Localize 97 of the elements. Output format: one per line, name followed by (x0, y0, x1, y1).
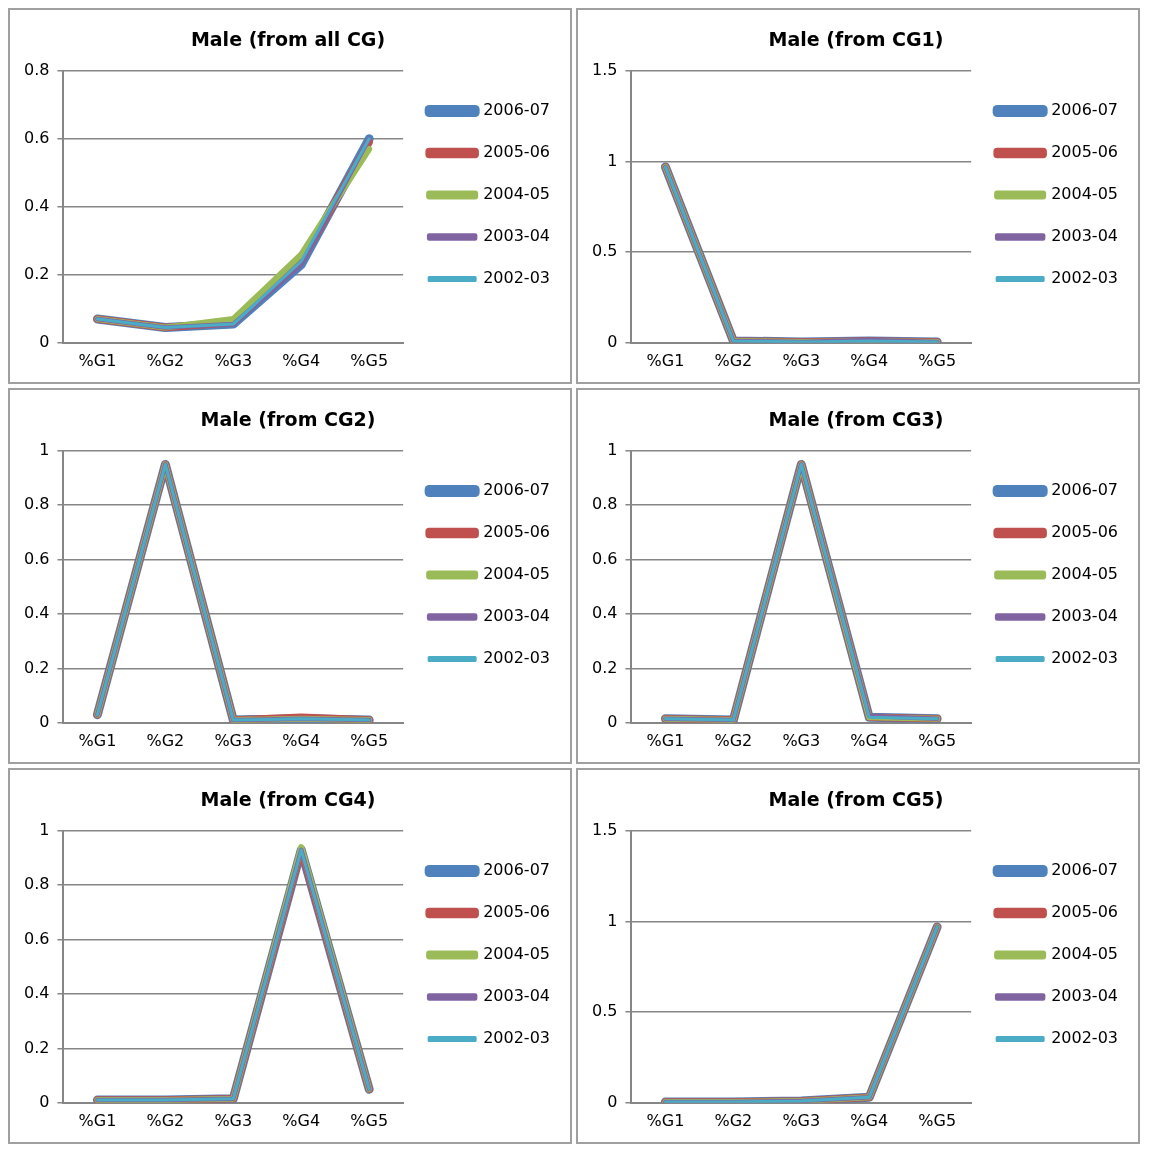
legend-label: 2002-03 (1051, 648, 1119, 668)
y-tick-label: 0.2 (23, 1037, 50, 1057)
x-tick-label: %G5 (350, 350, 389, 370)
chart-title: Male (from CG5) (768, 788, 944, 811)
y-tick-label: 0 (607, 331, 618, 351)
y-tick-label: 0 (607, 711, 618, 731)
legend-label: 2003-04 (483, 606, 551, 626)
x-tick-label: %G3 (782, 1110, 821, 1130)
y-tick-label: 0.2 (23, 263, 50, 283)
legend-label: 2003-04 (483, 986, 551, 1006)
legend-label: 2006-07 (483, 480, 551, 500)
x-tick-label: %G5 (918, 1110, 957, 1130)
x-tick-label: %G4 (282, 350, 321, 370)
legend-label: 2006-07 (1051, 100, 1119, 120)
legend-label: 2006-07 (1051, 480, 1119, 500)
x-tick-label: %G2 (146, 1110, 185, 1130)
x-tick-label: %G2 (146, 730, 185, 750)
legend-label: 2004-05 (1051, 564, 1119, 584)
legend-label: 2004-05 (483, 184, 551, 204)
chart-title: Male (from all CG) (190, 28, 386, 51)
legend-label: 2006-07 (1051, 860, 1119, 880)
x-tick-label: %G3 (214, 1110, 253, 1130)
legend-label: 2002-03 (1051, 1028, 1119, 1048)
legend-label: 2005-06 (483, 902, 551, 922)
y-tick-label: 0.4 (23, 983, 50, 1003)
x-tick-label: %G4 (850, 350, 889, 370)
x-tick-label: %G2 (714, 1110, 753, 1130)
x-tick-label: %G3 (782, 730, 821, 750)
y-tick-label: 0 (39, 331, 50, 351)
x-tick-label: %G3 (782, 350, 821, 370)
legend-label: 2006-07 (483, 100, 551, 120)
legend-label: 2005-06 (1051, 142, 1119, 162)
x-tick-label: %G2 (714, 350, 753, 370)
x-tick-label: %G5 (350, 1110, 389, 1130)
legend-label: 2005-06 (483, 142, 551, 162)
y-tick-label: 0.6 (591, 548, 618, 568)
y-tick-label: 0 (39, 1091, 50, 1111)
x-tick-label: %G1 (646, 1110, 685, 1130)
legend-label: 2004-05 (483, 564, 551, 584)
legend-label: 2003-04 (1051, 986, 1119, 1006)
y-tick-label: 0.2 (591, 657, 618, 677)
x-tick-label: %G4 (850, 730, 889, 750)
x-tick-label: %G2 (714, 730, 753, 750)
x-tick-label: %G5 (918, 730, 957, 750)
legend-label: 2002-03 (483, 648, 551, 668)
x-tick-label: %G3 (214, 730, 253, 750)
y-tick-label: 0.8 (23, 874, 50, 894)
x-tick-label: %G1 (646, 730, 685, 750)
legend-label: 2005-06 (1051, 522, 1119, 542)
y-tick-label: 0 (39, 711, 50, 731)
x-tick-label: %G5 (918, 350, 957, 370)
y-tick-label: 0.6 (23, 127, 50, 147)
x-tick-label: %G4 (282, 1110, 321, 1130)
y-tick-label: 0 (607, 1091, 618, 1111)
x-tick-label: %G5 (350, 730, 389, 750)
x-tick-label: %G3 (214, 350, 253, 370)
x-tick-label: %G4 (282, 730, 321, 750)
legend-label: 2006-07 (483, 860, 551, 880)
legend-label: 2004-05 (483, 944, 551, 964)
y-tick-label: 0.4 (23, 195, 50, 215)
chart-title: Male (from CG3) (768, 408, 944, 431)
x-tick-label: %G4 (850, 1110, 889, 1130)
x-tick-label: %G2 (146, 350, 185, 370)
legend-label: 2002-03 (1051, 268, 1119, 288)
x-tick-label: %G1 (78, 730, 117, 750)
legend-label: 2004-05 (1051, 944, 1119, 964)
x-tick-label: %G1 (78, 350, 117, 370)
y-tick-label: 0.2 (23, 657, 50, 677)
y-tick-label: 1 (39, 819, 50, 839)
legend-label: 2003-04 (1051, 226, 1119, 246)
y-tick-label: 1 (607, 439, 618, 459)
legend-label: 2005-06 (483, 522, 551, 542)
y-tick-label: 0.8 (591, 494, 618, 514)
legend-label: 2002-03 (483, 268, 551, 288)
y-tick-label: 0.6 (23, 548, 50, 568)
y-tick-label: 0.5 (591, 1001, 618, 1021)
x-tick-label: %G1 (646, 350, 685, 370)
y-tick-label: 1.5 (591, 819, 618, 839)
x-tick-label: %G1 (78, 1110, 117, 1130)
y-tick-label: 0.4 (23, 603, 50, 623)
legend-label: 2002-03 (483, 1028, 551, 1048)
y-tick-label: 0.4 (591, 603, 618, 623)
y-tick-label: 1 (39, 439, 50, 459)
legend-label: 2003-04 (1051, 606, 1119, 626)
chart-title: Male (from CG2) (200, 408, 376, 431)
legend-label: 2005-06 (1051, 902, 1119, 922)
y-tick-label: 1.5 (591, 59, 618, 79)
chart-title: Male (from CG1) (768, 28, 944, 51)
chart-title: Male (from CG4) (200, 788, 376, 811)
legend-label: 2003-04 (483, 226, 551, 246)
y-tick-label: 0.6 (23, 928, 50, 948)
y-tick-label: 0.8 (23, 59, 50, 79)
y-tick-label: 1 (607, 910, 618, 930)
legend-label: 2004-05 (1051, 184, 1119, 204)
y-tick-label: 0.8 (23, 494, 50, 514)
y-tick-label: 1 (607, 150, 618, 170)
y-tick-label: 0.5 (591, 241, 618, 261)
